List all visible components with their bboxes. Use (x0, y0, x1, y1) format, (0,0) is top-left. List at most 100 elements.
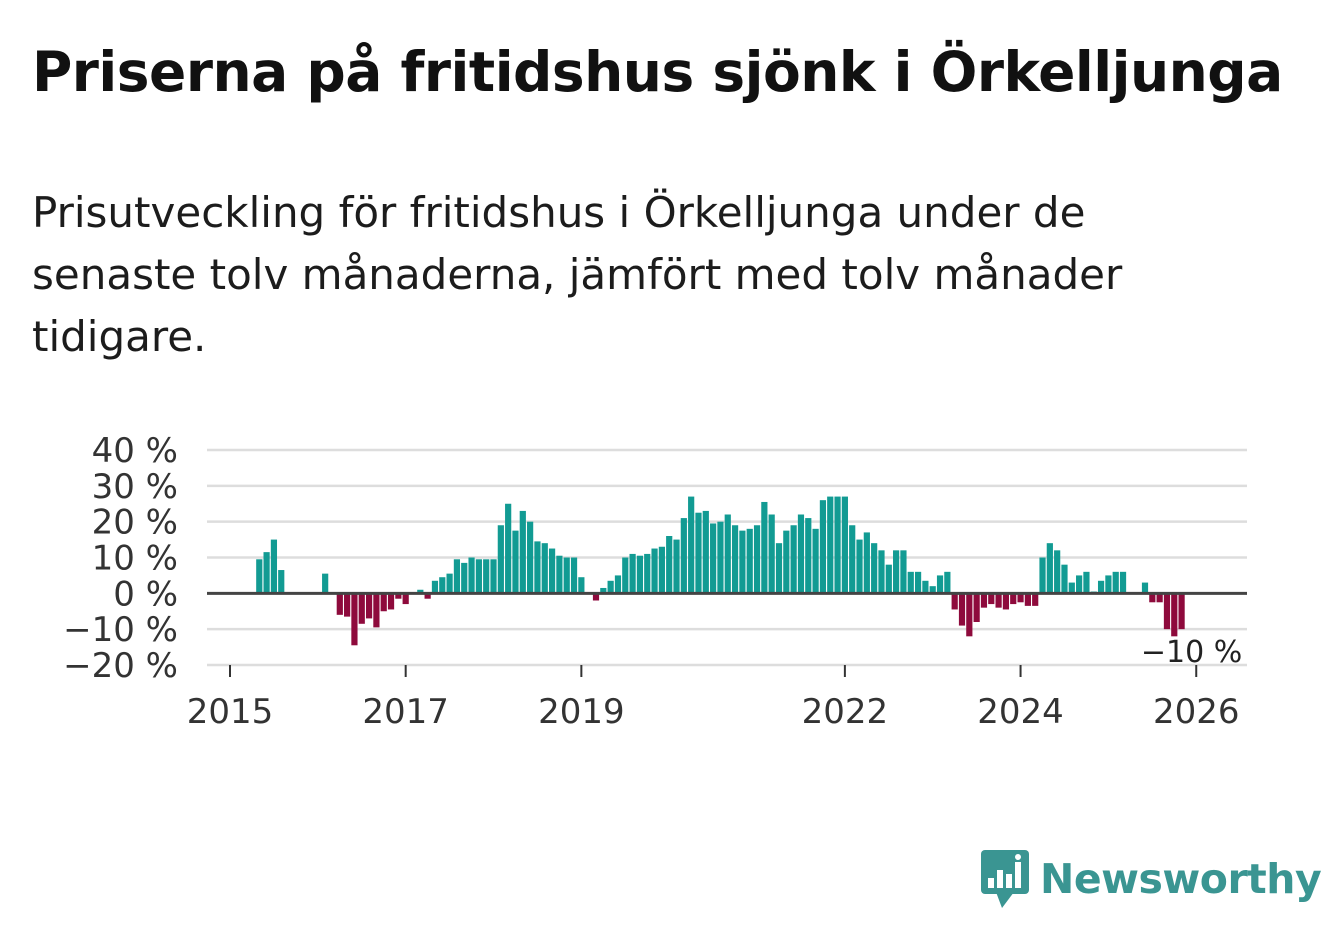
bar (468, 557, 475, 594)
bar (1010, 593, 1017, 605)
y-tick-label: −20 % (63, 646, 178, 686)
y-tick-label: 0 % (113, 574, 178, 614)
bar (270, 539, 278, 594)
bar (541, 543, 548, 594)
bar (1141, 582, 1149, 594)
bar (1105, 575, 1112, 594)
bar (973, 593, 980, 622)
bar (424, 593, 431, 599)
bar (775, 543, 783, 594)
bar (1002, 593, 1010, 610)
x-tick-label: 2019 (538, 692, 625, 732)
bar (929, 586, 936, 594)
bar (592, 593, 600, 601)
bar (431, 580, 439, 594)
bar (951, 593, 958, 610)
bar (827, 496, 834, 594)
last-value-label: −10 % (1141, 635, 1242, 670)
bar (688, 496, 695, 594)
bar (570, 557, 578, 594)
bar (805, 518, 812, 594)
bar (995, 593, 1002, 608)
bar (629, 553, 636, 594)
bar (556, 555, 563, 594)
bar (1119, 571, 1127, 594)
bar (380, 593, 387, 612)
x-tick-label: 2026 (1153, 692, 1240, 732)
bar (607, 580, 614, 594)
bar (1097, 580, 1105, 594)
x-axis: 2015 2017 2019 2022 2024 2026 (187, 665, 1240, 732)
bar (783, 530, 790, 594)
y-axis-labels: 40 %30 %20 %10 %0 %−10 %−20 % (63, 431, 178, 686)
bar (1054, 550, 1061, 594)
x-tick-label: 2015 (187, 692, 274, 732)
y-tick-label: −10 % (63, 610, 178, 650)
bar (563, 557, 570, 594)
bar (373, 593, 380, 628)
bar (761, 501, 768, 594)
bar (658, 546, 665, 594)
bar (1046, 543, 1053, 594)
bar (256, 559, 263, 594)
bar (841, 496, 848, 594)
bar (344, 593, 351, 617)
bar (739, 530, 746, 594)
bar (358, 593, 365, 624)
bar (1024, 593, 1031, 606)
bar (746, 528, 753, 594)
bar (1061, 564, 1068, 594)
bar (819, 500, 827, 594)
bar (812, 528, 819, 594)
bar (936, 575, 944, 594)
bar (578, 577, 585, 594)
chart-subtitle: Prisutveckling för fritidshus i Örkellju… (32, 188, 1123, 361)
x-tick-label: 2022 (802, 692, 889, 732)
bar (365, 593, 373, 619)
bar (1068, 582, 1075, 594)
bar (439, 577, 446, 594)
bar (885, 564, 892, 594)
newsworthy-logo-icon (981, 850, 1029, 908)
bar (695, 512, 702, 594)
bar (666, 536, 673, 594)
bar (278, 570, 285, 594)
bar (702, 510, 709, 594)
bar (644, 553, 651, 594)
brand-name: Newsworthy (1040, 855, 1322, 903)
bar (1076, 575, 1083, 594)
bar (914, 571, 922, 594)
bar (871, 543, 878, 594)
y-tick-label: 30 % (92, 467, 178, 507)
bar (475, 559, 482, 594)
bar (505, 503, 512, 594)
bar (519, 510, 526, 594)
bar (387, 593, 395, 610)
bar (336, 593, 343, 615)
bar (263, 552, 270, 594)
bar (856, 539, 863, 594)
newsworthy-brand[interactable]: Newsworthy (980, 848, 1322, 910)
bar (966, 593, 973, 637)
bar (1083, 571, 1090, 594)
bar (724, 514, 731, 594)
bar (527, 521, 534, 594)
bar (768, 514, 775, 594)
bar (673, 539, 680, 594)
bar (907, 571, 914, 594)
bar (622, 557, 629, 594)
bar (863, 532, 870, 594)
bar (490, 559, 497, 594)
bar (1039, 557, 1046, 594)
bar (1149, 593, 1156, 603)
bar (351, 593, 358, 646)
bar (636, 555, 644, 594)
bar (614, 575, 622, 594)
bar (417, 589, 424, 594)
x-tick-label: 2017 (362, 692, 449, 732)
bar (600, 587, 607, 594)
bars (256, 496, 1185, 646)
bar (1178, 593, 1185, 630)
bar (1171, 593, 1178, 637)
bar (1163, 593, 1171, 630)
